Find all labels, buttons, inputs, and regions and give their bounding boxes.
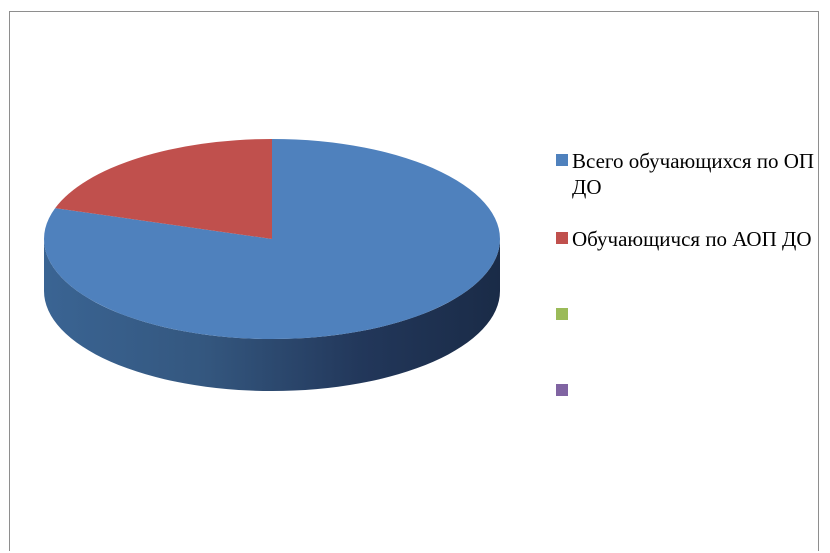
legend-item-empty-1 <box>556 302 821 328</box>
legend: Всего обучающихся по ОП ДО Обучающичся п… <box>556 148 821 404</box>
legend-item-total: Всего обучающихся по ОП ДО <box>556 148 821 200</box>
legend-label-total: Всего обучающихся по ОП ДО <box>572 149 815 199</box>
legend-swatch-blue <box>556 154 568 166</box>
legend-swatch-purple <box>556 384 568 396</box>
pie-slices <box>43 139 501 391</box>
legend-item-aop: Обучающичся по АОП ДО <box>556 226 821 278</box>
legend-swatch-green <box>556 308 568 320</box>
pie-slice-1 <box>55 139 272 239</box>
pie-side-0 <box>44 239 500 391</box>
legend-swatch-red <box>556 232 568 244</box>
legend-item-empty-2 <box>556 378 821 404</box>
legend-label-aop: Обучающичся по АОП ДО <box>572 227 812 251</box>
